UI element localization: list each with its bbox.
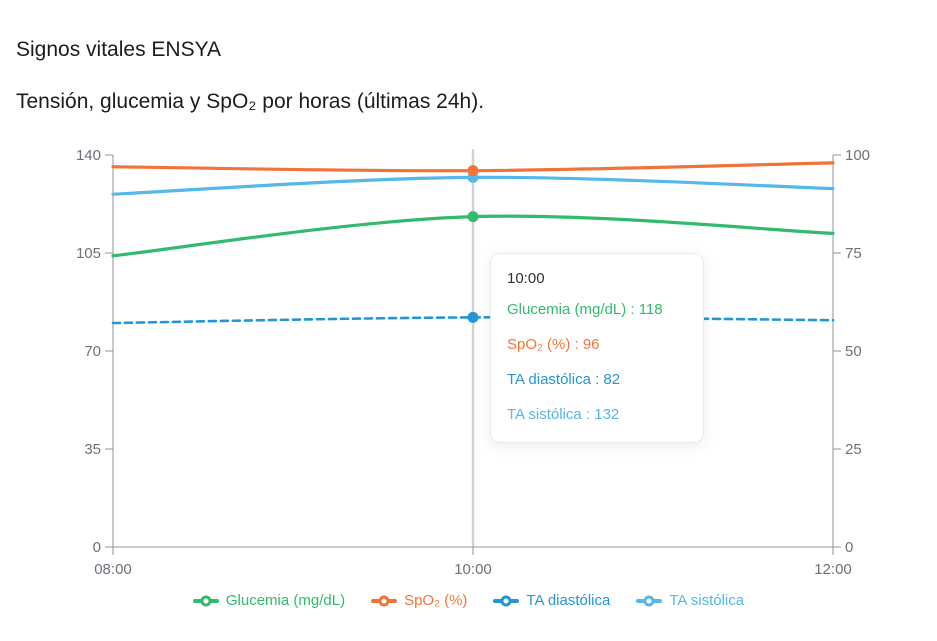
tooltip-rows: Glucemia (mg/dL) : 118 SpO₂ (%) : 96 TA di… (507, 292, 687, 432)
y-axis-left-tick-label: 0 (93, 539, 101, 556)
axes (105, 154, 841, 555)
y-axis-right-tick-label: 100 (845, 147, 870, 164)
y-axis-left-tick-label: 70 (84, 343, 101, 360)
legend-item-diastolica[interactable]: TA diastólica (493, 592, 610, 610)
tooltip-title: 10:00 (507, 270, 545, 287)
y-axis-left-tick-label: 35 (84, 441, 101, 458)
legend-label-glucemia: Glucemia (mg/dL) (225, 592, 346, 609)
legend-line-marker-icon (636, 595, 663, 607)
y-axis-right-tick-label: 25 (845, 441, 862, 458)
y-axis-right-tick-label: 0 (845, 539, 853, 556)
legend-item-spo2[interactable]: SpO₂ (%) (371, 592, 467, 610)
legend-line-marker-icon (371, 595, 398, 607)
y-axis-left-tick-label: 140 (76, 147, 101, 164)
tooltip-row-spo2: SpO₂ (%) : 96 (507, 336, 600, 353)
tooltip-row-glucemia: Glucemia (mg/dL) : 118 (507, 301, 663, 318)
y-axis-left-tick-label: 105 (76, 245, 101, 262)
tooltip-row-sistolica: TA sistólica : 132 (507, 406, 620, 423)
hover-dot-glucemia[interactable] (467, 211, 479, 223)
legend-item-sistolica[interactable]: TA sistólica (636, 592, 744, 610)
x-axis-tick-label: 10:00 (454, 561, 492, 578)
legend-line-marker-icon (192, 595, 219, 607)
chart-tooltip: 10:00 Glucemia (mg/dL) : 118 SpO₂ (%) : 9… (490, 253, 704, 443)
x-axis-tick-label: 08:00 (94, 561, 132, 578)
y-axis-right-tick-label: 50 (845, 343, 862, 360)
hover-dot-diastolica[interactable] (467, 311, 479, 323)
page-subtitle: Tensión, glucemia y SpO₂ por horas (últi… (16, 90, 485, 113)
legend-label-sistolica: TA sistólica (669, 592, 745, 609)
tooltip-row-diastolica: TA diastólica : 82 (507, 371, 621, 388)
chart-legend: Glucemia (mg/dL) SpO₂ (%) TA diastólica TA … (0, 592, 937, 610)
hover-dot-spo2[interactable] (467, 165, 479, 177)
legend-label-diastolica: TA diastólica (526, 592, 611, 609)
legend-item-glucemia[interactable]: Glucemia (mg/dL) (192, 592, 346, 610)
x-axis-tick-label: 12:00 (814, 561, 852, 578)
page-title: Signos vitales ENSYA (16, 38, 222, 61)
legend-label-spo2: SpO₂ (%) (404, 592, 468, 609)
y-axis-right-tick-label: 75 (845, 245, 862, 262)
legend-line-marker-icon (493, 595, 520, 607)
